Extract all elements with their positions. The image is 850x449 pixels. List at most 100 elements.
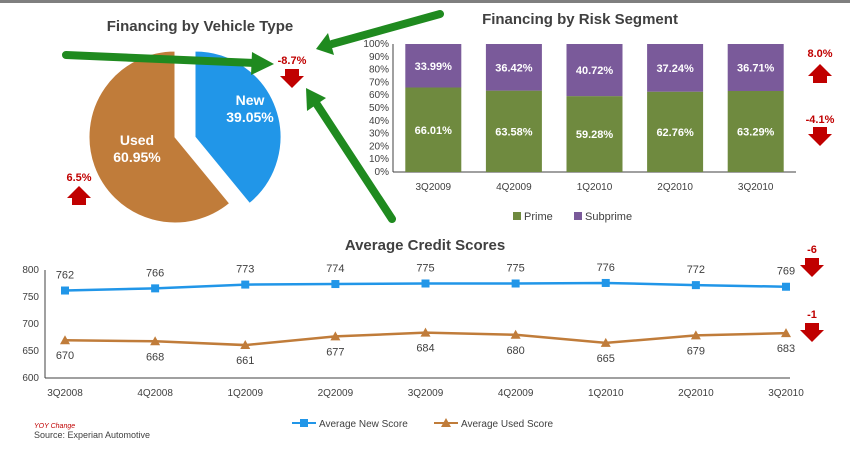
used-score-label: 679 [687, 345, 705, 357]
down-arrow-icon [808, 127, 832, 146]
green-arrow-icon [251, 52, 274, 75]
legend-used-marker [441, 418, 451, 427]
credit-used-change: -1 [807, 309, 817, 321]
new-score-marker [331, 280, 340, 289]
risk-prime-change: -4.1% [806, 114, 835, 126]
bar-subprime [727, 44, 784, 91]
bar-prime [566, 96, 623, 172]
bar-y-tick: 60% [369, 90, 389, 101]
legend-subprime-label: Subprime [585, 211, 632, 223]
bar-prime-label: 63.29% [737, 126, 775, 138]
bar-y-tick: 70% [369, 77, 389, 88]
annotation-arrow-shaft [312, 99, 396, 223]
bar-y-tick: 20% [369, 141, 389, 152]
line-x-tick: 4Q2009 [498, 388, 534, 399]
credit-lines: 762 766 773 774 775 775 776 772 769 670 668 661 677 6… [56, 262, 795, 367]
line-x-tick: 1Q2010 [588, 388, 624, 399]
used-score-marker [600, 337, 611, 347]
line-y-tick: 700 [22, 319, 39, 330]
used-score-label: 684 [416, 343, 434, 355]
new-score-label: 774 [326, 263, 344, 275]
up-arrow-icon [67, 186, 91, 205]
new-score-marker [421, 279, 430, 288]
pie-new-change: -8.7% [278, 55, 307, 67]
used-score-label: 677 [326, 346, 344, 358]
vehicle-type-pie [88, 50, 282, 224]
bar-x-tick: 3Q2010 [738, 182, 774, 193]
legend-prime-label: Prime [524, 211, 553, 223]
pie-new-pct: 39.05% [226, 109, 274, 125]
line-y-tick: 650 [22, 346, 39, 357]
used-score-marker [150, 336, 161, 346]
bar-y-tick: 100% [363, 39, 389, 50]
bar-y-tick: 0% [375, 167, 390, 178]
new-score-label: 766 [146, 267, 164, 279]
bar-prime [647, 91, 704, 172]
green-arrow-icon [316, 33, 334, 55]
used-score-marker [60, 335, 70, 345]
source-note: Source: Experian Automotive [34, 430, 150, 440]
used-score-marker [510, 329, 521, 339]
risk-subprime-change: 8.0% [807, 48, 832, 60]
risk-title: Financing by Risk Segment [482, 11, 678, 28]
used-score-label: 683 [777, 343, 795, 355]
line-x-tick: 4Q2008 [137, 388, 173, 399]
bar-y-tick: 30% [369, 129, 389, 140]
new-score-label: 773 [236, 264, 254, 276]
bar-x-tick: 4Q2009 [496, 182, 532, 193]
line-y-tick: 750 [22, 292, 39, 303]
used-score-label: 680 [506, 345, 524, 357]
bar-y-tick: 40% [369, 116, 389, 127]
pie-title: Financing by Vehicle Type [107, 18, 293, 35]
used-score-label: 668 [146, 351, 164, 363]
new-score-label: 775 [506, 263, 524, 275]
bar-subprime-label: 36.42% [495, 62, 533, 74]
credit-axis: 600 650 700 750 800 3Q2008 4Q2008 1Q2009 2Q2009 3… [22, 265, 804, 399]
legend-prime-swatch [513, 212, 521, 220]
bar-prime-label: 66.01% [415, 125, 453, 137]
line-y-tick: 800 [22, 265, 39, 276]
bar-prime [485, 90, 542, 172]
pie-slice-used [88, 50, 231, 224]
bar-y-tick: 90% [369, 52, 389, 63]
bar-y-tick: 10% [369, 154, 389, 165]
new-score-marker [511, 279, 520, 288]
credit-new-change: -6 [807, 244, 817, 256]
new-score-marker [151, 284, 160, 293]
bar-subprime-label: 36.71% [737, 62, 775, 74]
line-x-tick: 3Q2010 [768, 388, 804, 399]
used-score-marker [240, 340, 251, 350]
bar-prime-label: 63.58% [495, 126, 533, 138]
pie-new-label: New [236, 92, 265, 108]
new-score-marker [782, 282, 790, 291]
used-score-label: 665 [597, 353, 615, 365]
new-score-marker [601, 278, 610, 287]
line-x-tick: 3Q2008 [47, 388, 83, 399]
risk-axis: 0% 10% 20%30% 40% 50% 60% 70%80% 90% 100% 3Q2009 4… [363, 39, 796, 193]
annotation-arrow-shaft [62, 51, 260, 67]
bar-subprime [647, 44, 704, 92]
bar-subprime [485, 44, 542, 91]
bar-y-tick: 80% [369, 65, 389, 76]
bar-x-tick: 1Q2010 [577, 182, 613, 193]
bar-x-tick: 3Q2009 [416, 182, 452, 193]
used-score-label: 661 [236, 355, 254, 367]
used-score-label: 670 [56, 350, 74, 362]
line-y-tick: 600 [22, 373, 39, 384]
risk-bars: 66.01% 33.99% 63.58% 36.42% 59.28% 40.72% 62.7… [405, 44, 784, 172]
new-score-marker [61, 286, 69, 295]
new-score-label: 775 [416, 263, 434, 275]
used-score-marker [330, 331, 341, 341]
legend-new-marker [300, 419, 308, 427]
top-divider [0, 0, 850, 3]
used-score-marker [420, 327, 431, 337]
used-score-marker [690, 330, 701, 340]
pie-used-change: 6.5% [66, 172, 91, 184]
bar-x-tick: 2Q2010 [657, 182, 693, 193]
bar-prime-label: 62.76% [656, 127, 694, 139]
line-x-tick: 3Q2009 [408, 388, 444, 399]
line-x-tick: 2Q2009 [318, 388, 354, 399]
annotation-arrows [62, 10, 444, 223]
used-score-marker [781, 328, 791, 338]
